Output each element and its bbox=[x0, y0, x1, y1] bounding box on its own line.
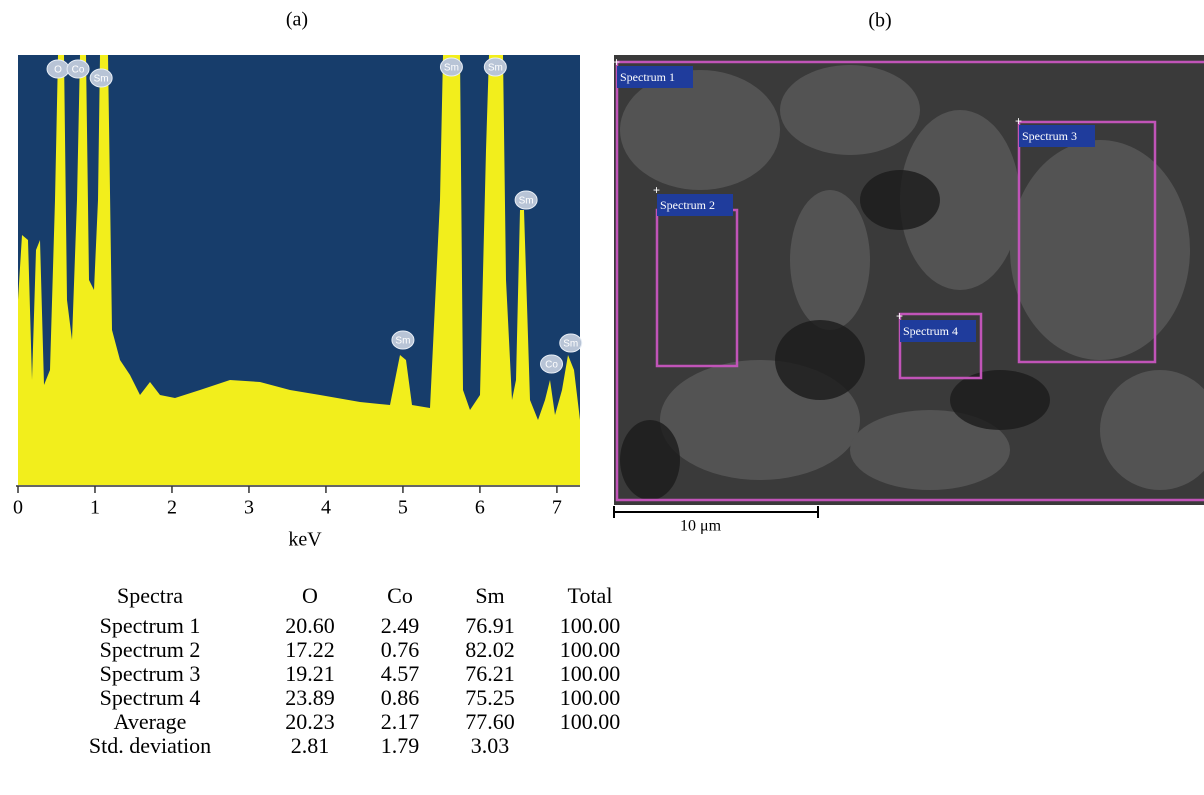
peak-label: O bbox=[54, 65, 62, 76]
table-header: Co bbox=[387, 583, 413, 608]
table-cell: 0.86 bbox=[381, 685, 420, 710]
region-label: Spectrum 4 bbox=[903, 324, 958, 338]
peak-label: Sm bbox=[395, 336, 410, 347]
table-header: Total bbox=[568, 583, 613, 608]
table-cell: Std. deviation bbox=[89, 733, 211, 758]
x-tick-label: 1 bbox=[90, 497, 100, 519]
table-cell: 1.79 bbox=[381, 733, 420, 758]
table-cell: Spectrum 1 bbox=[100, 613, 201, 638]
panel-label: (b) bbox=[868, 10, 891, 32]
figure: (a) (b) keV 10 μm 0 1 2 3 4 5 6 7 O Co Sm Sm Sm Sm Sm C… bbox=[0, 0, 1204, 790]
x-tick-label: 0 bbox=[13, 497, 23, 519]
table-cell: 23.89 bbox=[285, 685, 335, 710]
peak-label: Sm bbox=[444, 63, 459, 74]
x-tick-label: 7 bbox=[552, 497, 562, 519]
peak-label: Co bbox=[545, 360, 558, 371]
table-cell: 2.49 bbox=[381, 613, 420, 638]
body: {"panel_a": {"label": "(a)", "x_axis_lab… bbox=[0, 0, 1204, 790]
region-cross: + bbox=[896, 309, 903, 323]
table-cell: 2.81 bbox=[291, 733, 330, 758]
peak-label: Sm bbox=[563, 339, 578, 350]
table-cell: 75.25 bbox=[465, 685, 515, 710]
x-tick-label: 6 bbox=[475, 497, 485, 519]
table-header: Sm bbox=[475, 583, 504, 608]
region-cross: + bbox=[653, 183, 660, 197]
table-cell: 20.60 bbox=[285, 613, 335, 638]
table-cell: 3.03 bbox=[471, 733, 510, 758]
table-cell: 100.00 bbox=[560, 637, 621, 662]
table-header: O bbox=[302, 583, 318, 608]
table-cell: Spectrum 2 bbox=[100, 637, 201, 662]
table-cell: 82.02 bbox=[465, 637, 515, 662]
table-cell: 20.23 bbox=[285, 709, 335, 734]
table-cell: 17.22 bbox=[285, 637, 335, 662]
x-tick-label: 3 bbox=[244, 497, 254, 519]
x-tick-label: 2 bbox=[167, 497, 177, 519]
region-label: Spectrum 1 bbox=[620, 70, 675, 84]
table-cell: 100.00 bbox=[560, 661, 621, 686]
page: body { margin: 0; width: 1204px; height:… bbox=[0, 0, 1204, 790]
peak-label: Co bbox=[72, 65, 85, 76]
peak-label: Sm bbox=[519, 196, 534, 207]
region-label: Spectrum 3 bbox=[1022, 129, 1077, 143]
peak-label: Sm bbox=[94, 74, 109, 85]
table-header: Spectra bbox=[117, 583, 183, 608]
x-axis-label: keV bbox=[288, 529, 322, 551]
table-cell: 0.76 bbox=[381, 637, 420, 662]
table-cell: 76.21 bbox=[465, 661, 515, 686]
table-cell: 100.00 bbox=[560, 685, 621, 710]
region-cross: + bbox=[1015, 114, 1022, 128]
table-cell: 19.21 bbox=[285, 661, 335, 686]
table-cell: 2.17 bbox=[381, 709, 420, 734]
table-cell: 4.57 bbox=[381, 661, 420, 686]
x-tick-label: 5 bbox=[398, 497, 408, 519]
peak-label: Sm bbox=[488, 63, 503, 74]
table-cell: Spectrum 3 bbox=[100, 661, 201, 686]
panel-label: (a) bbox=[286, 9, 308, 31]
region-label: Spectrum 2 bbox=[660, 198, 715, 212]
table-cell: 77.60 bbox=[465, 709, 515, 734]
scale-bar-label: 10 μm bbox=[680, 518, 722, 535]
table-cell: 76.91 bbox=[465, 613, 515, 638]
table-cell: 100.00 bbox=[560, 613, 621, 638]
table-cell: Spectrum 4 bbox=[100, 685, 201, 710]
x-tick-label: 4 bbox=[321, 497, 331, 519]
region-cross: + bbox=[613, 55, 620, 69]
table-cell: 100.00 bbox=[560, 709, 621, 734]
table-cell: Average bbox=[114, 709, 187, 734]
